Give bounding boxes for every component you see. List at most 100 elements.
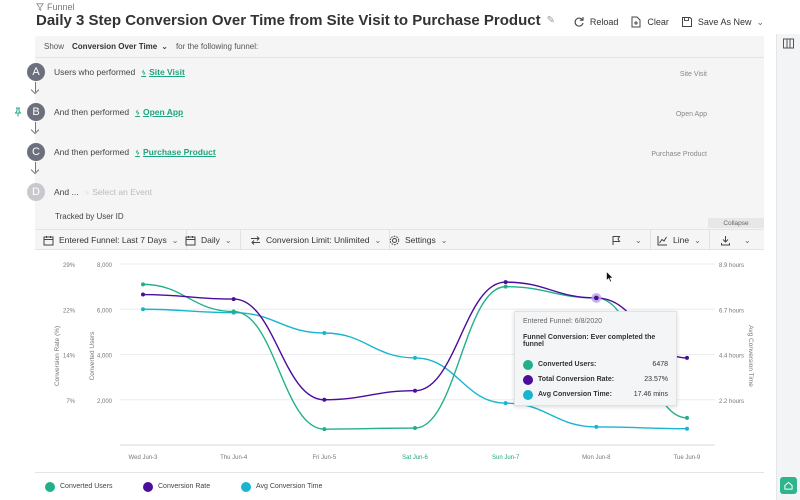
dashboard-icon — [784, 481, 793, 490]
data-point — [322, 427, 327, 432]
step-event-label: Open App — [142, 107, 184, 117]
funnel-step-c: C And then performed ᛃ Purchase Product P… — [0, 143, 729, 161]
chevron-down-icon: ⌄ — [171, 235, 179, 245]
data-point — [231, 309, 236, 314]
rate-axis-title: Conversion Rate (%) — [54, 326, 61, 386]
reload-icon — [574, 17, 584, 27]
add-to-dashboard-button[interactable] — [780, 477, 797, 494]
step-right-label: Open App — [675, 111, 707, 118]
data-point — [322, 331, 327, 336]
data-point — [413, 355, 417, 360]
step-arrow-icon — [35, 162, 36, 172]
chart-type-label: Line — [673, 235, 690, 245]
save-icon — [681, 17, 692, 27]
funnel-step-d: D And ... ᛃ Select an Event — [0, 183, 729, 201]
annotations-select[interactable]: ⌄ — [603, 230, 651, 250]
data-point — [322, 397, 327, 402]
step-arrow-icon — [35, 82, 36, 92]
highlight-point — [594, 295, 599, 301]
tracked-by[interactable]: Tracked by User ID — [55, 212, 124, 221]
data-point — [503, 401, 508, 406]
rate-tick-label: 7% — [66, 399, 75, 405]
chevron-down-icon: ⌄ — [440, 235, 448, 245]
chevron-down-icon: ⌄ — [694, 235, 701, 245]
flag-icon — [612, 235, 621, 245]
step-event-link[interactable]: ᛃ Site Visit — [141, 67, 185, 77]
conversion-limit-select[interactable]: Conversion Limit: Unlimited ⌄ — [242, 230, 391, 250]
step-event-link[interactable]: ᛃ Open App — [135, 107, 183, 117]
settings-label: Settings — [405, 235, 436, 245]
interval-label: Daily — [201, 235, 220, 245]
legend-item-avg-time[interactable]: Avg Conversion Time — [241, 481, 361, 492]
event-spark-icon: ᛃ — [135, 147, 140, 157]
date-range-select[interactable]: Entered Funnel: Last 7 Days ⌄ — [35, 230, 188, 250]
interval-select[interactable]: Daily ⌄ — [177, 230, 241, 250]
data-point — [685, 426, 689, 431]
tooltip-row-label: Converted Users: — [538, 361, 597, 368]
reload-button[interactable]: Reload — [573, 16, 619, 28]
export-select[interactable]: ⌄ — [712, 230, 759, 250]
legend-dot — [241, 481, 251, 492]
show-row: Show Conversion Over Time ⌄ for the foll… — [44, 42, 258, 51]
chart-tooltip: Entered Funnel: 6/8/2020 Funnel Conversi… — [514, 311, 677, 406]
header-actions: Reload Clear Save As New ⌄ — [573, 16, 764, 28]
time-tick-label: 4.4 hours — [719, 354, 744, 360]
data-point — [685, 415, 689, 420]
data-point — [231, 297, 236, 302]
legend-dot — [45, 481, 55, 492]
conversion-rate-dot — [523, 374, 533, 385]
time-tick-label: 8.9 hours — [719, 263, 744, 269]
event-spark-icon: ᛃ — [84, 187, 90, 197]
clear-button[interactable]: Clear — [630, 16, 669, 28]
step-event-link[interactable]: ᛃ Purchase Product — [135, 147, 216, 157]
x-tick-label: Sun Jun-7 — [492, 455, 520, 461]
chevron-down-icon: ⌄ — [635, 235, 642, 245]
show-prefix: Show — [44, 42, 65, 51]
collapse-button[interactable]: Collapse — [708, 218, 764, 228]
save-as-new-label: Save As New — [697, 17, 752, 27]
legend-item-conversion-rate[interactable]: Conversion Rate — [143, 481, 231, 492]
funnel-definition-panel: Show Conversion Over Time ⌄ for the foll… — [35, 36, 764, 229]
users-tick-label: 4,000 — [97, 354, 113, 360]
conversion-chart: 29% 22% 14% 7% 8,000 6,000 4,000 2,000 8.9 hours… — [35, 251, 764, 471]
legend-item-converted-users[interactable]: Converted Users — [45, 481, 133, 492]
chevron-down-icon: ⌄ — [224, 235, 232, 245]
breadcrumb-label: Funnel — [47, 2, 75, 12]
filter-icon — [36, 3, 44, 11]
new-document-icon — [631, 16, 641, 28]
step-right-label: Site Visit — [679, 71, 707, 78]
mouse-cursor-icon — [606, 271, 614, 283]
tooltip-date: Entered Funnel: 6/8/2020 — [523, 318, 603, 325]
page-title[interactable]: Daily 3 Step Conversion Over Time from S… — [36, 12, 541, 29]
legend-dot — [143, 481, 153, 492]
select-event-placeholder: Select an Event — [92, 187, 152, 197]
rate-tick-label: 22% — [63, 308, 76, 314]
page-title-row: Daily 3 Step Conversion Over Time from S… — [36, 12, 555, 29]
step-event-label: Site Visit — [149, 67, 185, 77]
users-tick-label: 6,000 — [97, 308, 113, 314]
step-text: And ... ᛃ Select an Event — [54, 187, 152, 197]
step-badge: D — [27, 183, 45, 201]
chart-type-select[interactable]: Line ⌄ — [649, 230, 710, 250]
show-mode-select[interactable]: Conversion Over Time ⌄ — [72, 42, 168, 51]
edit-pencil-icon[interactable]: ✎ — [546, 15, 555, 26]
right-rail — [776, 34, 800, 500]
x-tick-label: Wed Jun-3 — [129, 455, 159, 461]
clear-label: Clear — [647, 17, 669, 27]
pin-icon[interactable] — [13, 107, 23, 117]
line-chart-icon — [657, 235, 667, 245]
data-point — [413, 426, 417, 431]
save-as-new-button[interactable]: Save As New ⌄ — [681, 16, 764, 28]
calendar-icon — [185, 235, 196, 245]
breadcrumb[interactable]: Funnel — [36, 2, 75, 12]
data-point — [685, 355, 689, 360]
columns-icon[interactable] — [782, 37, 795, 50]
reload-label: Reload — [589, 17, 619, 27]
users-tick-label: 8,000 — [97, 263, 113, 269]
step-text: And then performed ᛃ Purchase Product — [54, 147, 216, 157]
select-event-input[interactable]: ᛃ Select an Event — [85, 187, 152, 197]
step-badge: A — [27, 63, 45, 81]
conversion-limit-label: Conversion Limit: Unlimited — [266, 235, 370, 245]
settings-select[interactable]: Settings ⌄ — [381, 230, 455, 250]
